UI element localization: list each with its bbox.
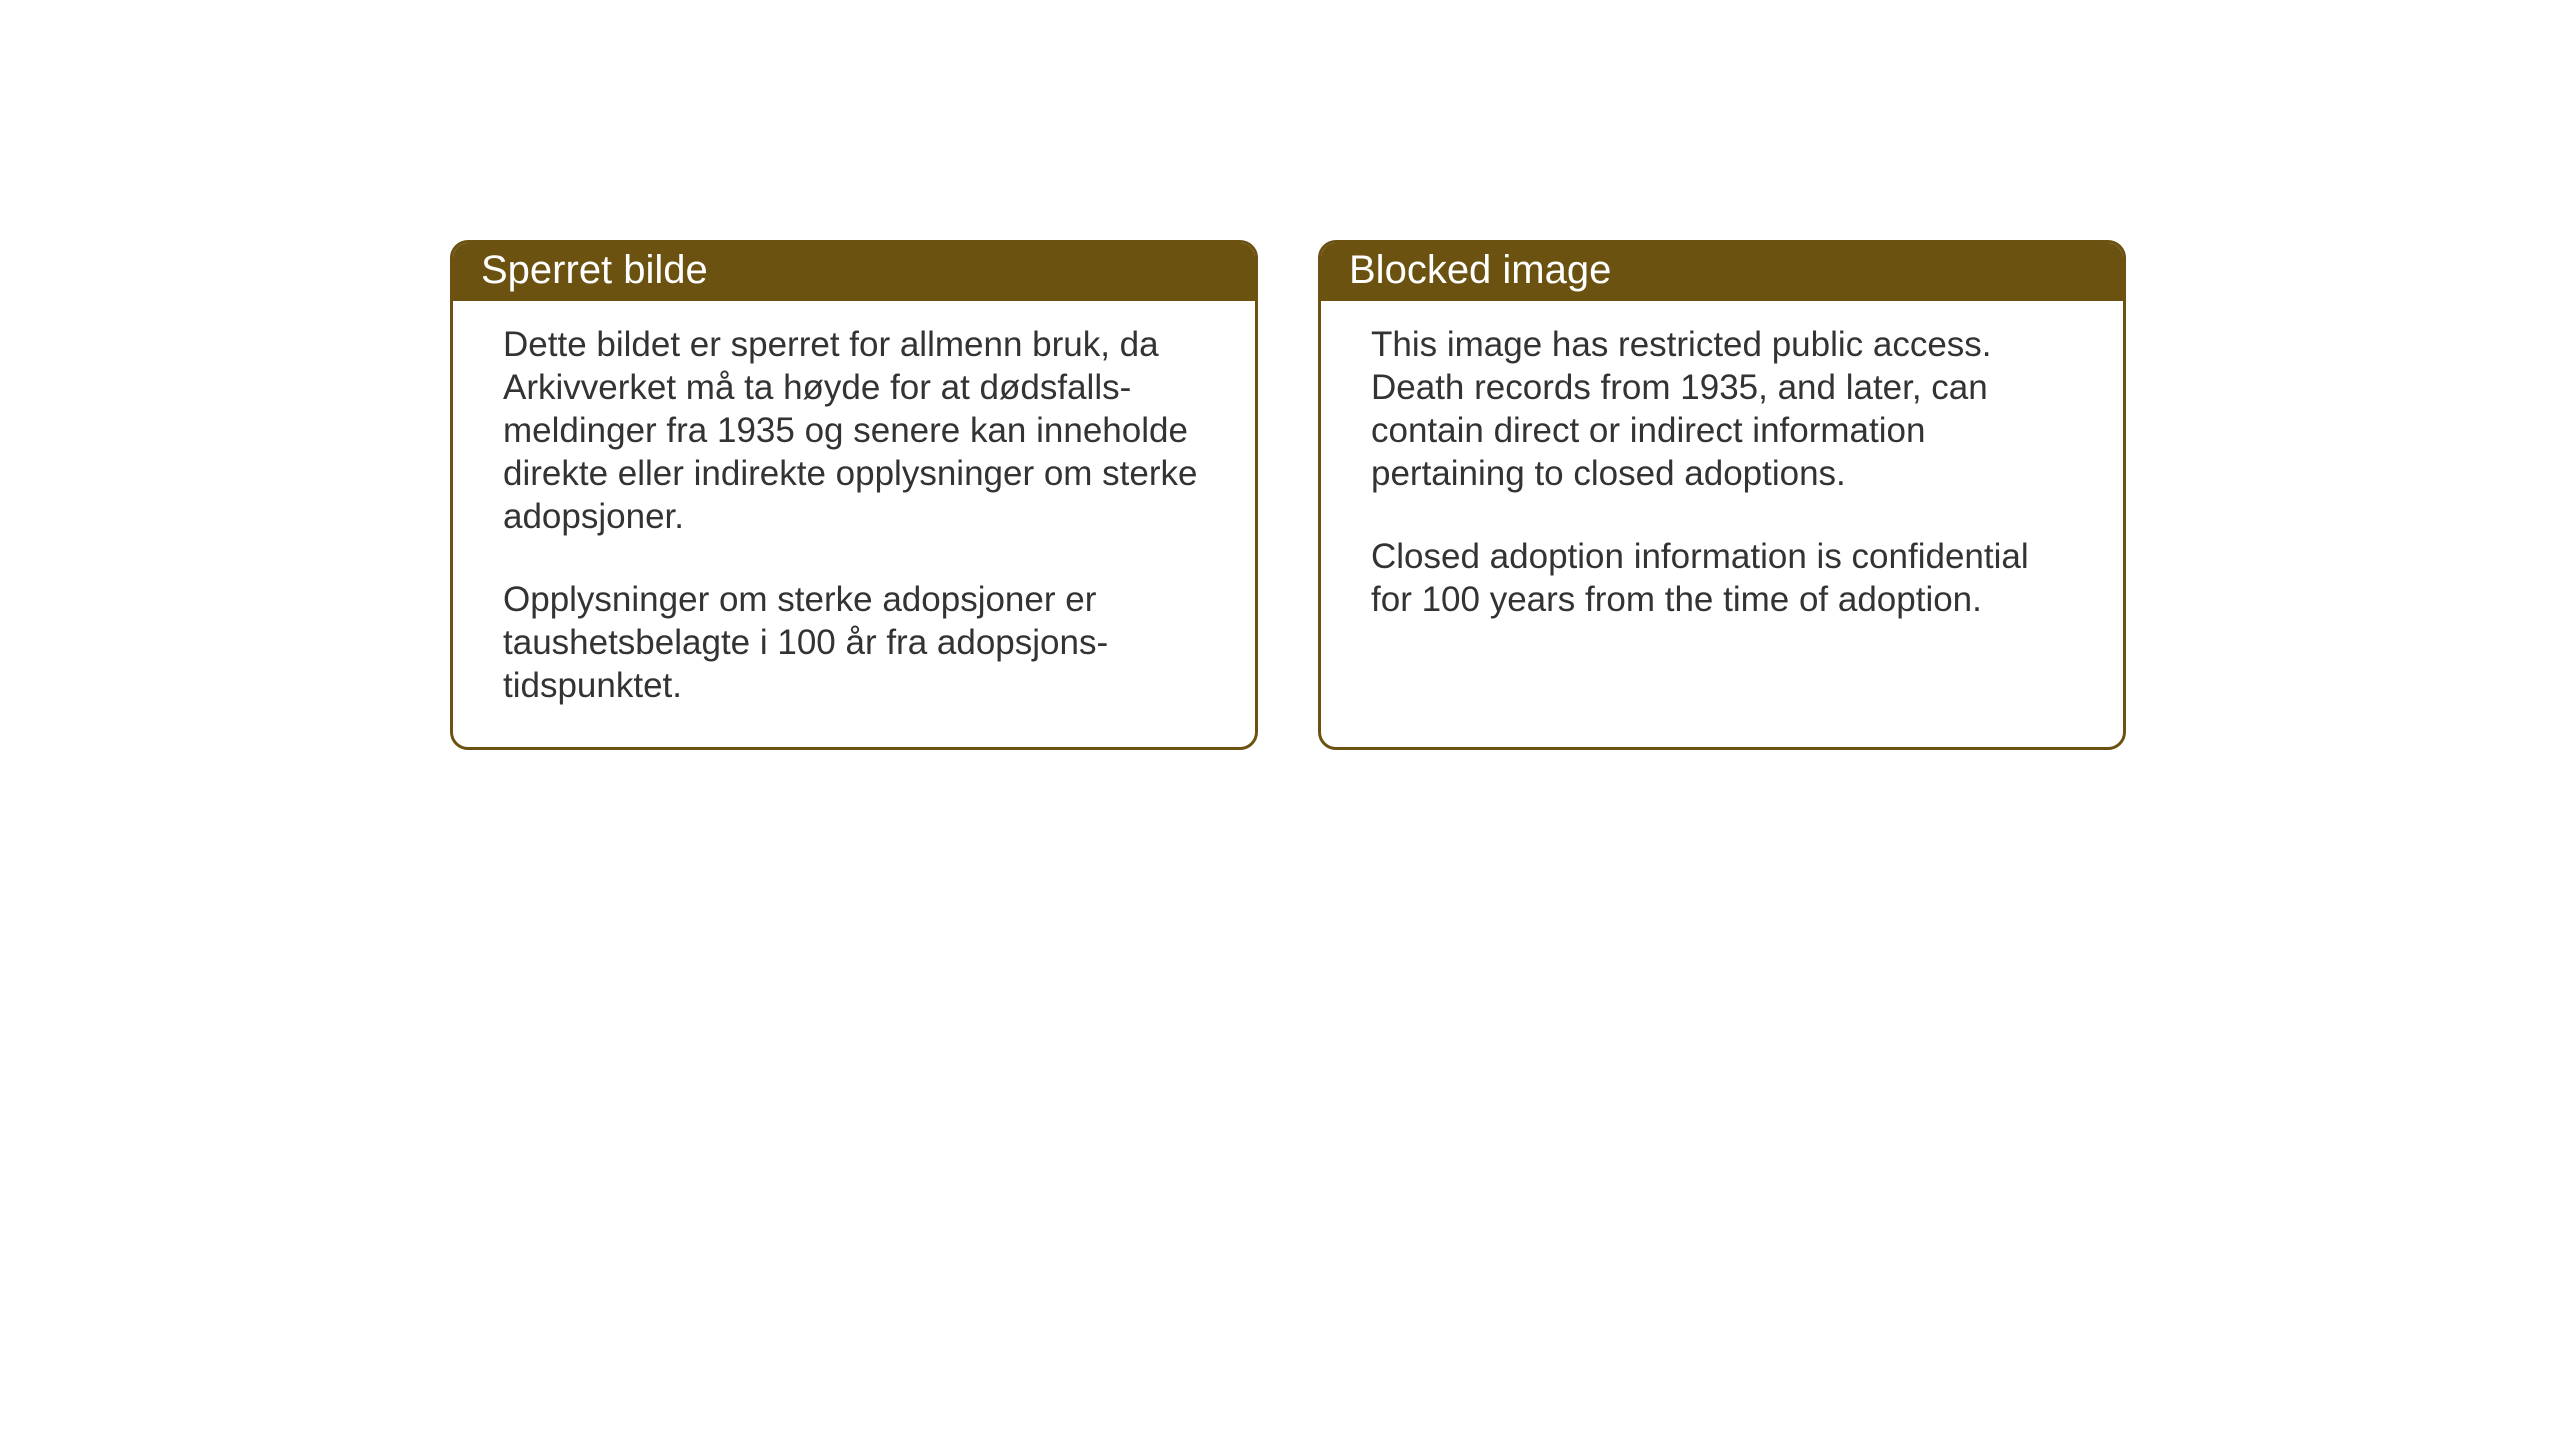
- english-box-title: Blocked image: [1349, 248, 1611, 292]
- norwegian-paragraph-1: Dette bildet er sperret for allmenn bruk…: [503, 323, 1205, 538]
- english-paragraph-2: Closed adoption information is confident…: [1371, 535, 2073, 621]
- norwegian-info-box: Sperret bilde Dette bildet er sperret fo…: [450, 240, 1258, 750]
- info-boxes-container: Sperret bilde Dette bildet er sperret fo…: [450, 240, 2126, 750]
- norwegian-box-body: Dette bildet er sperret for allmenn bruk…: [453, 301, 1255, 747]
- english-box-header: Blocked image: [1321, 243, 2123, 301]
- english-paragraph-1: This image has restricted public access.…: [1371, 323, 2073, 495]
- english-info-box: Blocked image This image has restricted …: [1318, 240, 2126, 750]
- norwegian-paragraph-2: Opplysninger om sterke adopsjoner er tau…: [503, 578, 1205, 707]
- english-box-body: This image has restricted public access.…: [1321, 301, 2123, 661]
- norwegian-box-header: Sperret bilde: [453, 243, 1255, 301]
- norwegian-box-title: Sperret bilde: [481, 248, 708, 292]
